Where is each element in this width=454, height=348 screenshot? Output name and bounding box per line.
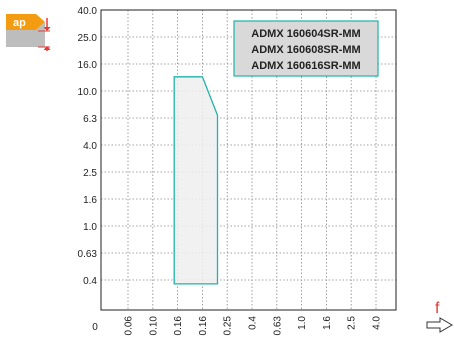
- legend-entry-3: ADMX 160616SR-MM: [251, 60, 360, 72]
- workpiece-shape: [6, 22, 45, 47]
- x-tick-label: 0.25: [223, 316, 234, 336]
- legend: ADMX 160604SR-MM ADMX 160608SR-MM ADMX 1…: [233, 20, 379, 77]
- y-tick-label: 16.0: [78, 60, 98, 71]
- x-tick-label: 1.6: [322, 316, 333, 330]
- x-tick-label: 0.63: [272, 316, 283, 336]
- legend-box: [233, 20, 379, 77]
- x-tick-label: 1.0: [297, 316, 308, 330]
- y-tick-label: 25.0: [78, 33, 98, 44]
- operating-region: [173, 76, 219, 285]
- x-tick-label: 0.06: [124, 316, 135, 336]
- x-axis-tick-labels: 0 0.06 0.10 0.16 0.16 0.25 0.4 0.63 1.0 1.6 2.5 4.0: [92, 316, 382, 336]
- y-tick-label: 2.5: [83, 168, 97, 179]
- y-tick-label: 1.6: [83, 195, 97, 206]
- y-tick-label: 10.0: [78, 87, 98, 98]
- y-tick-label: 1.0: [83, 222, 97, 233]
- depth-symbol: ap: [13, 17, 26, 29]
- depth-arrow-down-head: [43, 27, 51, 31]
- x-tick-label: 2.5: [347, 316, 358, 330]
- x-tick-label: 0.16: [198, 316, 209, 336]
- legend-entry-2: ADMX 160608SR-MM: [251, 44, 360, 56]
- x-tick-label: 0.16: [173, 316, 184, 336]
- y-axis-tick-labels: 40.0 25.0 16.0 10.0 6.3 4.0 2.5 1.6 1.0 0.63 0.4: [78, 6, 98, 287]
- insert-shape: [6, 14, 45, 30]
- plot-border: [100, 9, 397, 311]
- y-tick-label: 4.0: [83, 141, 97, 152]
- x-tick-label: 0.4: [248, 316, 259, 330]
- y-tick-label: 6.3: [83, 114, 97, 125]
- y-tick-label: 0.4: [83, 276, 97, 287]
- feed-axis-symbol: f: [435, 300, 440, 317]
- depth-arrow-up-head: [43, 46, 51, 50]
- depth-of-cut-icon: ap: [6, 14, 51, 51]
- x-tick-label: 0: [92, 322, 98, 333]
- feed-arrow-icon: [426, 317, 453, 333]
- y-tick-label: 0.63: [78, 249, 98, 260]
- y-tick-label: 40.0: [78, 6, 98, 17]
- x-tick-label: 0.10: [148, 316, 159, 336]
- x-tick-label: 4.0: [372, 316, 383, 330]
- legend-entry-1: ADMX 160604SR-MM: [251, 28, 360, 40]
